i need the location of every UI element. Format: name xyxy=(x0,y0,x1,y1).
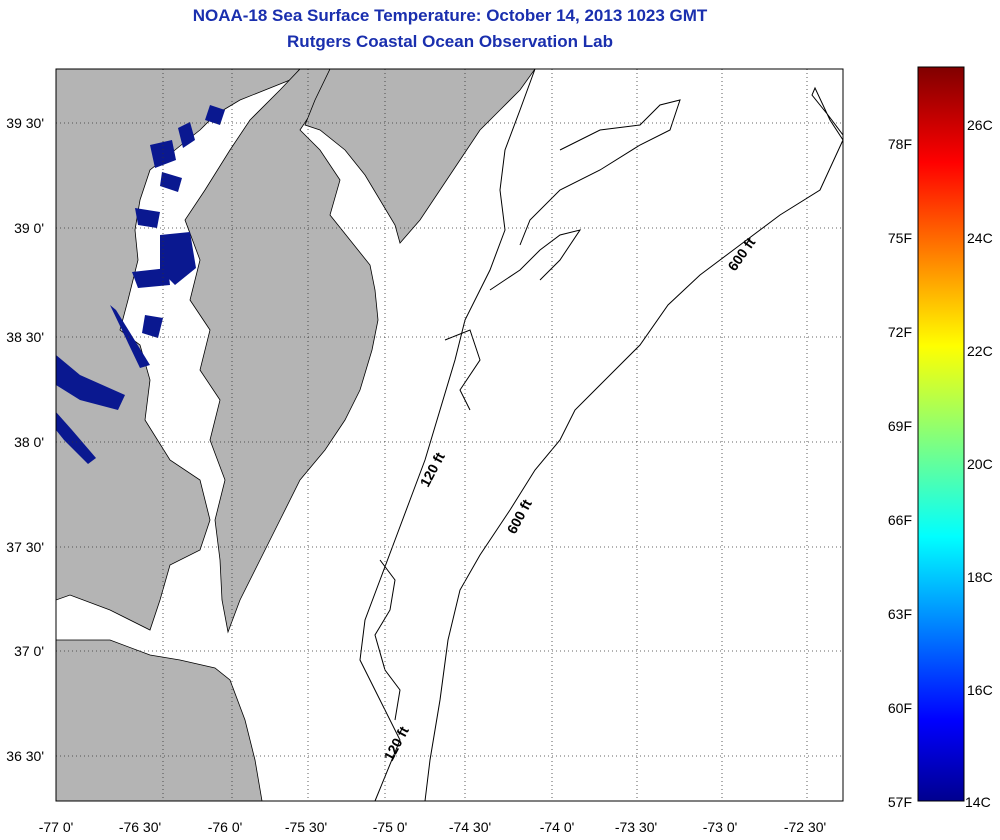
land-new-jersey xyxy=(304,69,536,244)
colorbar-label-f: 78F xyxy=(888,136,912,152)
colorbar-label-f: 69F xyxy=(888,418,912,434)
contour-shelf-detail xyxy=(374,559,401,721)
colorbar-label-f: 57F xyxy=(888,794,912,810)
contour-120ft xyxy=(359,68,536,802)
latitude-label: 39 0' xyxy=(14,220,44,236)
longitude-label: -77 0' xyxy=(39,819,74,835)
longitude-label: -72 30' xyxy=(784,819,826,835)
colorbar xyxy=(917,66,965,802)
colorbar-fahrenheit-labels: 78F 75F 72F 69F 66F 63F 60F 57F xyxy=(888,136,912,810)
land-delmarva xyxy=(184,69,379,634)
longitude-label: -76 30' xyxy=(119,819,161,835)
colorbar-label-f: 66F xyxy=(888,512,912,528)
longitude-label: -75 30' xyxy=(285,819,327,835)
longitude-label: -74 30' xyxy=(449,819,491,835)
colorbar-celsius-labels: 26C 24C 22C 20C 18C 16C 14C xyxy=(965,117,993,810)
colorbar-label-c: 24C xyxy=(967,230,993,246)
map-subtitle: Rutgers Coastal Ocean Observation Lab xyxy=(287,32,613,51)
longitude-label: -73 0' xyxy=(703,819,738,835)
colorbar-label-f: 72F xyxy=(888,324,912,340)
colorbar-label-c: 22C xyxy=(967,343,993,359)
colorbar-label-f: 63F xyxy=(888,606,912,622)
colorbar-label-f: 75F xyxy=(888,230,912,246)
latitude-label: 37 0' xyxy=(14,643,44,659)
contour-shelf-detail xyxy=(444,329,481,411)
land-virginia-south xyxy=(56,639,263,801)
map-title: NOAA-18 Sea Surface Temperature: October… xyxy=(192,6,708,25)
colorbar-label-c: 20C xyxy=(967,456,993,472)
map-frame xyxy=(55,68,844,802)
colorbar-label-c: 18C xyxy=(967,569,993,585)
colorbar-label-c: 16C xyxy=(967,682,993,698)
colorbar-label-c: 14C xyxy=(965,794,991,810)
longitude-label: -75 0' xyxy=(373,819,408,835)
longitude-label: -73 30' xyxy=(615,819,657,835)
latitude-label: 36 30' xyxy=(6,748,44,764)
map-area xyxy=(56,69,843,801)
contour-shelf-detail xyxy=(489,229,582,291)
colorbar-label-f: 60F xyxy=(888,700,912,716)
longitude-label: -76 0' xyxy=(208,819,243,835)
latitude-label: 37 30' xyxy=(6,539,44,555)
colorbar-label-c: 26C xyxy=(967,117,993,133)
longitude-label: -74 0' xyxy=(540,819,575,835)
sst-cold-patches xyxy=(56,105,225,464)
latitude-label: 38 30' xyxy=(6,329,44,345)
latitude-label: 39 30' xyxy=(6,115,44,131)
contour-shelf-detail xyxy=(519,99,681,246)
longitude-labels: -77 0' -76 30' -76 0' -75 30' -75 0' -74… xyxy=(39,819,826,835)
latitude-label: 38 0' xyxy=(14,434,44,450)
latitude-labels: 39 30' 39 0' 38 30' 38 0' 37 30' 37 0' 3… xyxy=(6,115,44,764)
